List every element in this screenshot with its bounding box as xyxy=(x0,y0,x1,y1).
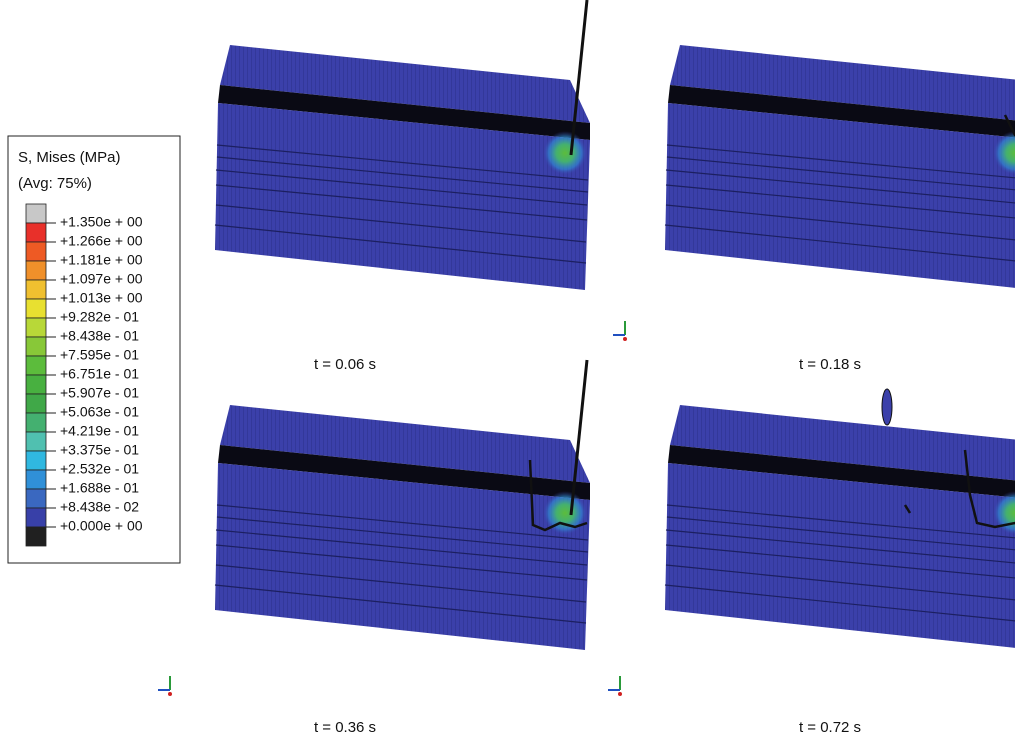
color-band xyxy=(26,375,46,394)
legend-label: +9.282e - 01 xyxy=(60,309,139,325)
color-band xyxy=(26,299,46,318)
simulation-panel xyxy=(215,0,590,290)
legend-label: +5.907e - 01 xyxy=(60,385,139,401)
axis-triad xyxy=(158,676,172,696)
panel-caption: t = 0.72 s xyxy=(799,719,861,736)
legend-label: +1.688e - 01 xyxy=(60,480,139,496)
legend-label: +1.350e + 00 xyxy=(60,214,143,230)
simulation-panel xyxy=(215,360,590,650)
legend-label: +4.219e - 01 xyxy=(60,423,139,439)
color-band xyxy=(26,280,46,299)
legend-subtitle: (Avg: 75%) xyxy=(18,175,92,192)
legend-label: +6.751e - 01 xyxy=(60,366,139,382)
color-band xyxy=(26,337,46,356)
axis-triad xyxy=(608,676,622,696)
legend-label: +8.438e - 01 xyxy=(60,328,139,344)
legend-label: +2.532e - 01 xyxy=(60,461,139,477)
legend-label: +8.438e - 02 xyxy=(60,499,139,515)
legend: S, Mises (MPa) (Avg: 75%) +1.350e + 00 +1… xyxy=(8,136,180,563)
legend-title: S, Mises (MPa) xyxy=(18,149,121,166)
color-band xyxy=(26,394,46,413)
color-band xyxy=(26,204,46,223)
color-band xyxy=(26,223,46,242)
simulation-panel xyxy=(665,0,1015,290)
legend-label: +7.595e - 01 xyxy=(60,347,139,363)
color-band xyxy=(26,356,46,375)
color-band xyxy=(26,451,46,470)
simulation-panel xyxy=(665,360,1015,650)
legend-label: +5.063e - 01 xyxy=(60,404,139,420)
color-band xyxy=(26,470,46,489)
color-band xyxy=(26,261,46,280)
color-band xyxy=(26,508,46,527)
color-band xyxy=(26,413,46,432)
legend-label: +1.181e + 00 xyxy=(60,252,143,268)
axis-triad xyxy=(613,321,627,341)
color-band xyxy=(26,318,46,337)
color-band xyxy=(26,432,46,451)
panel-caption: t = 0.36 s xyxy=(314,719,376,736)
color-band xyxy=(26,489,46,508)
legend-label: +1.097e + 00 xyxy=(60,271,143,287)
color-band xyxy=(26,242,46,261)
legend-label: +1.013e + 00 xyxy=(60,290,143,306)
legend-label: +1.266e + 00 xyxy=(60,233,143,249)
color-band xyxy=(26,527,46,546)
panel-caption: t = 0.06 s xyxy=(314,356,376,373)
legend-label: +3.375e - 01 xyxy=(60,442,139,458)
panel-caption: t = 0.18 s xyxy=(799,356,861,373)
figure: S, Mises (MPa) (Avg: 75%) +1.350e + 00 +1… xyxy=(0,0,1015,742)
legend-label: +0.000e + 00 xyxy=(60,518,143,534)
